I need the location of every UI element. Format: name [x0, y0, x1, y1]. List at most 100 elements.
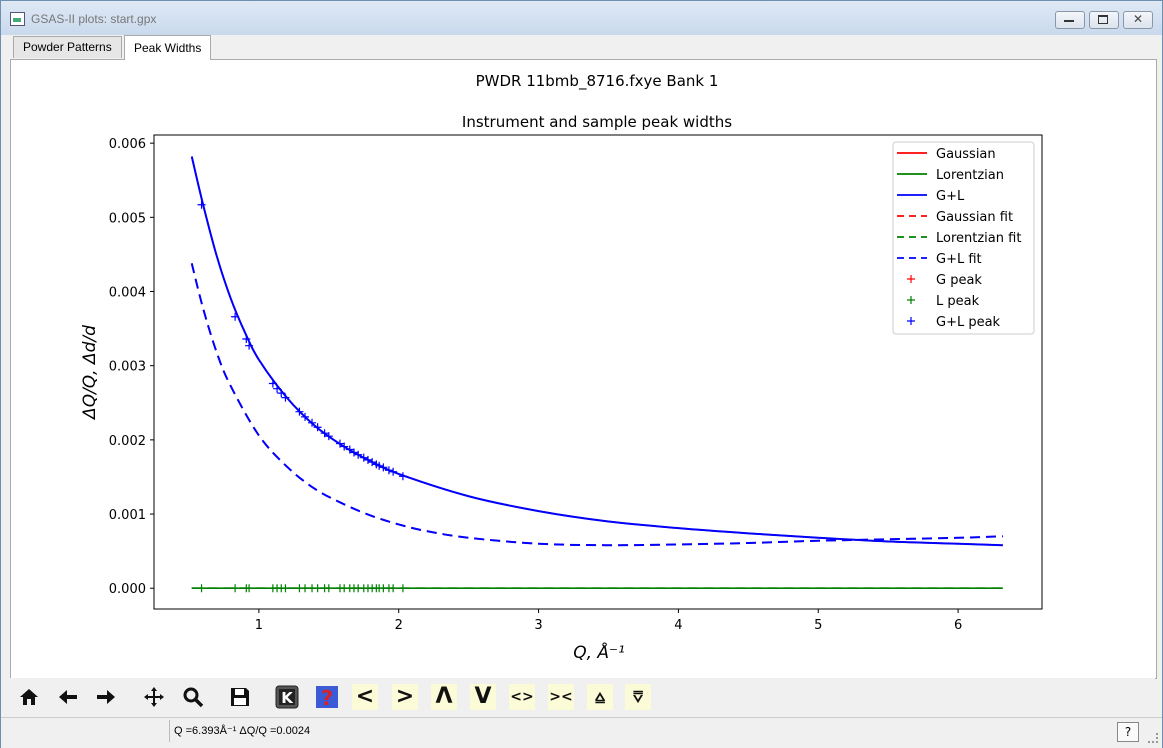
g-plus-l-peak-marker [368, 458, 377, 467]
back-button[interactable] [55, 684, 81, 710]
tab-powder-patterns[interactable]: Powder Patterns [13, 36, 122, 58]
chart-subtitle: Instrument and sample peak widths [462, 113, 732, 131]
series-l-peak [197, 584, 407, 593]
x-tick-label: 5 [814, 618, 822, 633]
x-axis-label: Q, Å⁻¹ [573, 641, 625, 663]
help-button[interactable]: ? [314, 684, 340, 710]
series-g-plus-l-peak [197, 200, 407, 481]
cursor-readout: Q =6.393Å⁻¹ ΔQ/Q =0.0024 [169, 720, 1122, 742]
forward-arrow-icon [97, 690, 115, 704]
shrink-vertical-button[interactable]: ⩢ [625, 684, 651, 710]
g-plus-l-peak-marker [281, 393, 290, 402]
x-tick-label: 4 [674, 618, 682, 633]
g-plus-l-peak-marker [277, 389, 286, 398]
g-plus-l-peak-marker [398, 472, 407, 481]
l-peak-marker [398, 584, 407, 593]
nav-down-button[interactable]: V [470, 684, 496, 710]
legend-entry: L peak [907, 294, 980, 309]
close-icon: ✕ [1133, 12, 1144, 26]
g-plus-l-peak-marker [231, 312, 240, 321]
pan-button[interactable] [141, 684, 167, 710]
y-tick-label: 0.001 [109, 508, 146, 523]
forward-button[interactable] [93, 684, 119, 710]
title-bar[interactable]: GSAS-II plots: start.gpx ✕ [1, 1, 1162, 35]
legend-entry: Lorentzian fit [897, 231, 1021, 246]
g-plus-l-peak-marker [345, 445, 354, 454]
y-tick-label: 0.006 [109, 137, 146, 152]
y-tick-label: 0.000 [109, 582, 146, 597]
y-axis-label: ΔQ/Q, Δd/d [80, 325, 100, 421]
legend-marker [907, 296, 915, 304]
home-icon [20, 689, 38, 705]
tab-peak-widths[interactable]: Peak Widths [124, 35, 212, 60]
g-plus-l-peak-marker [359, 453, 368, 462]
nav-left-button[interactable]: < [352, 684, 378, 710]
y-tick-label: 0.003 [109, 360, 146, 375]
peak-width-chart[interactable]: PWDR 11bmb_8716.fxye Bank 1 Instrument a… [11, 60, 1156, 678]
plot-toolbar [10, 678, 1155, 716]
legend-label: G+L [936, 189, 965, 204]
g-plus-l-peak-marker [197, 200, 206, 209]
plot-panel: PWDR 11bmb_8716.fxye Bank 1 Instrument a… [10, 59, 1157, 679]
status-bar [1, 717, 1162, 748]
pan-icon [144, 687, 164, 707]
maximize-button[interactable] [1089, 11, 1119, 29]
x-tick-label: 2 [395, 618, 403, 633]
g-plus-l-peak-marker [375, 461, 384, 470]
expand-vertical-button[interactable]: ⩠ [587, 684, 613, 710]
legend-entry: G+L fit [897, 252, 982, 267]
g-plus-l-peak-marker [245, 341, 254, 350]
expand-horizontal-button[interactable]: <> [509, 684, 535, 710]
legend-label: L peak [936, 294, 980, 309]
x-tick-label: 1 [255, 618, 263, 633]
zoom-button[interactable] [180, 684, 206, 710]
legend-label: Lorentzian [936, 168, 1004, 183]
status-help-button[interactable]: ? [1117, 722, 1139, 742]
g-plus-l-peak-marker [242, 334, 251, 343]
g-plus-l-peak-marker [273, 384, 282, 393]
legend-marker [907, 275, 915, 283]
chart-legend: Gaussian Lorentzian G+L Gaussian fit Lorentz… [892, 141, 1035, 335]
legend-label: G+L peak [936, 315, 1001, 330]
window-title: GSAS-II plots: start.gpx [31, 12, 157, 26]
g-plus-l-peak-marker [308, 418, 317, 427]
series-g-plus-l-fit-line [190, 263, 1003, 547]
l-peak-marker [389, 584, 398, 593]
k-key-icon: K [275, 685, 299, 709]
nav-up-button[interactable]: Λ [431, 684, 457, 710]
legend-entry: Gaussian [897, 147, 996, 162]
help-icon: ? [316, 686, 338, 709]
l-peak-marker [324, 584, 333, 593]
nav-right-button[interactable]: > [392, 684, 418, 710]
series-g-plus-l-line [190, 156, 1003, 547]
resize-grip-icon[interactable] [1148, 733, 1158, 743]
shrink-horizontal-button[interactable]: >< [548, 684, 574, 710]
l-peak-marker [245, 584, 254, 593]
legend-label: Gaussian [936, 147, 996, 162]
l-peak-marker [231, 584, 240, 593]
save-button[interactable] [227, 684, 253, 710]
back-arrow-icon [59, 690, 77, 704]
k-key-button[interactable]: K [274, 684, 300, 710]
g-plus-l-peak-marker [384, 466, 393, 475]
g-plus-l-peak-marker [295, 407, 304, 416]
legend-entry: G+L peak [907, 315, 1001, 330]
app-icon [10, 12, 25, 26]
save-icon [231, 688, 249, 706]
close-button[interactable]: ✕ [1123, 11, 1153, 29]
legend-box [892, 141, 1035, 335]
minimize-button[interactable] [1055, 11, 1085, 29]
legend-label: G+L fit [936, 252, 982, 267]
legend-marker [907, 317, 915, 325]
tab-bar: Powder Patterns Peak Widths [10, 35, 1155, 60]
y-tick-label: 0.005 [109, 211, 146, 226]
help-glyph: ? [321, 686, 333, 709]
y-tick-label: 0.004 [109, 286, 146, 301]
l-peak-marker [313, 584, 322, 593]
g-plus-l-peak-marker [320, 429, 329, 438]
g-plus-l-peak-marker [349, 448, 358, 457]
g-plus-l-peak-marker [363, 455, 372, 464]
k-key-glyph: K [281, 689, 294, 707]
home-button[interactable] [16, 684, 42, 710]
